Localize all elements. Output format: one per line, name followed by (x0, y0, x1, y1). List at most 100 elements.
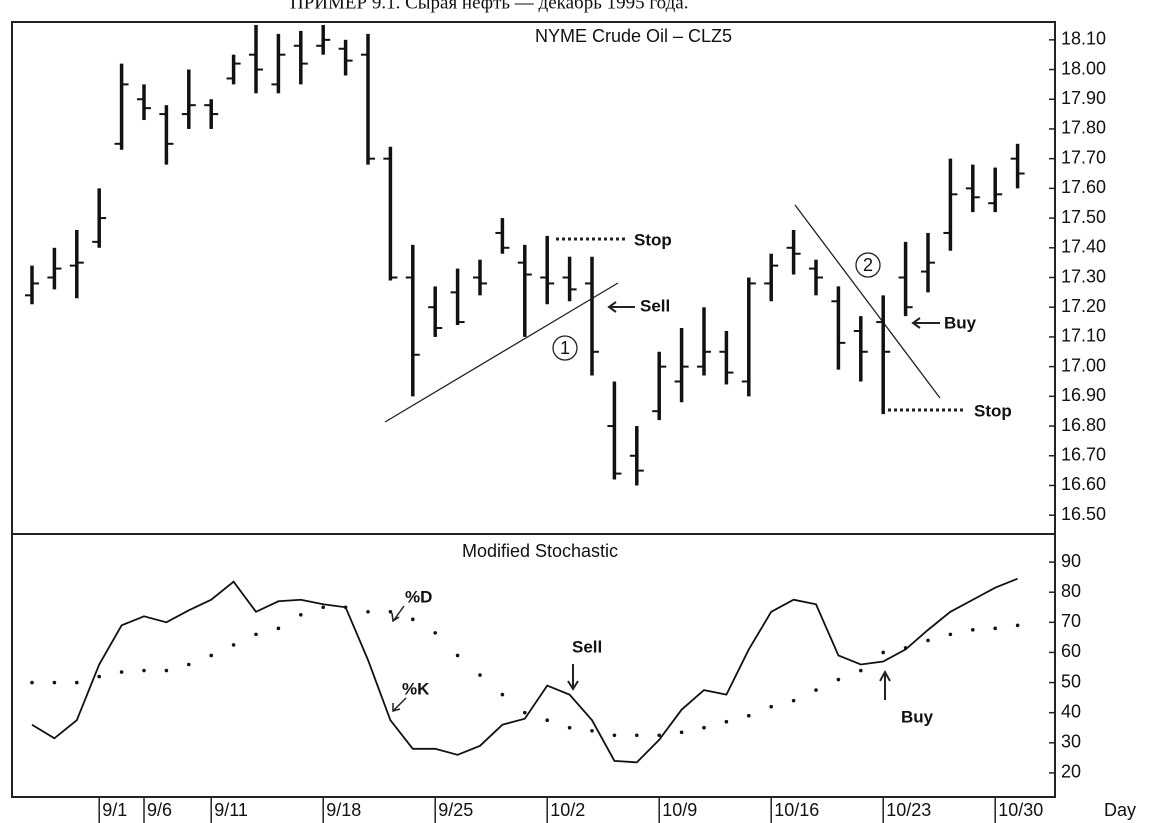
x-axis-label: Day (1104, 800, 1136, 820)
series-dot (836, 677, 841, 682)
chart-title: NYME Crude Oil – CLZ5 (535, 26, 732, 46)
trend-line (384, 282, 619, 423)
x-tick-label: 10/30 (998, 800, 1043, 820)
series-dot (926, 638, 930, 643)
circle-marker (855, 252, 881, 278)
series-dot (276, 626, 281, 631)
series-dot (702, 725, 706, 730)
annotation: Stop (634, 230, 672, 249)
series-dot (254, 632, 258, 637)
series-dot (164, 668, 169, 673)
series-dot (388, 609, 393, 614)
series-dot (567, 725, 572, 730)
series-dot (343, 605, 348, 610)
series-dot (97, 674, 101, 679)
series-dot (635, 733, 639, 738)
x-tick-label: 10/9 (662, 800, 697, 820)
series-dot (500, 692, 505, 697)
caption: ПРИМЕР 9.1. Сырая нефть — декабрь 1995 г… (290, 0, 688, 13)
annotation: Sell (640, 296, 670, 315)
series-dot (366, 609, 370, 614)
y-tick-label: 17.20 (1061, 296, 1106, 316)
series-dot (1015, 623, 1020, 628)
y-tick-label: 70 (1061, 611, 1081, 631)
series-dot (455, 653, 460, 658)
x-tick-label: 10/16 (774, 800, 819, 820)
series-dot (612, 733, 617, 738)
series-dot (545, 718, 549, 723)
y-tick-label: 17.00 (1061, 355, 1106, 375)
y-tick-label: 60 (1061, 641, 1081, 661)
x-tick-label: 9/25 (438, 800, 473, 820)
series-dot (881, 650, 885, 655)
series-dot (859, 668, 863, 673)
y-tick-label: 17.10 (1061, 326, 1106, 346)
series-dot (814, 688, 818, 692)
series-dot (657, 733, 661, 738)
arrow (911, 317, 940, 329)
y-tick-label: 17.60 (1061, 177, 1106, 197)
series-dot (321, 605, 326, 610)
annotation: Buy (944, 313, 977, 332)
series-dot (299, 613, 303, 617)
series-dot (724, 719, 729, 724)
y-tick-label: 90 (1061, 551, 1081, 571)
series-dot (52, 680, 57, 685)
trend-line (794, 204, 941, 399)
y-tick-label: 17.50 (1061, 207, 1106, 227)
y-tick-label: 16.60 (1061, 474, 1106, 494)
arrow (879, 669, 891, 700)
series-dot (948, 632, 953, 637)
y-tick-label: 80 (1061, 581, 1081, 601)
y-tick-label: 16.70 (1061, 445, 1106, 465)
y-tick-label: 17.30 (1061, 266, 1106, 286)
series-dot (433, 631, 438, 635)
x-tick-label: 9/18 (326, 800, 361, 820)
arrow (391, 605, 405, 623)
series-dot (590, 728, 594, 733)
series-dot (411, 617, 415, 622)
y-tick-label: 17.70 (1061, 147, 1106, 167)
arrow (567, 664, 579, 691)
y-tick-label: 20 (1061, 762, 1081, 782)
y-tick-label: 16.90 (1061, 385, 1106, 405)
series-dot (187, 662, 191, 667)
y-tick-label: 18.10 (1061, 29, 1106, 49)
x-tick-label: 10/2 (550, 800, 585, 820)
y-tick-label: 50 (1061, 671, 1081, 691)
series-dot (769, 704, 773, 709)
series-dot (142, 668, 146, 673)
series-dot (903, 646, 908, 650)
series-label: %D (405, 587, 432, 606)
y-tick-label: 40 (1061, 701, 1081, 721)
series-label: %K (402, 679, 430, 698)
x-tick-label: 9/1 (102, 800, 127, 820)
annotation: 1 (560, 338, 570, 358)
series-dot (791, 698, 796, 703)
series-dot (30, 680, 34, 685)
series-dot (679, 730, 684, 735)
y-tick-label: 18.00 (1061, 58, 1106, 78)
series-line (31, 577, 1018, 764)
series-dot (478, 673, 482, 677)
series-dot (523, 710, 527, 715)
series-dot (993, 626, 997, 631)
series-dot (75, 680, 79, 685)
y-tick-label: 17.80 (1061, 118, 1106, 138)
series-dot (971, 628, 975, 632)
series-dot (119, 670, 124, 674)
annotation: Stop (974, 401, 1012, 420)
panel-title: Modified Stochastic (462, 541, 618, 561)
arrow (607, 301, 635, 313)
y-tick-label: 16.50 (1061, 504, 1106, 524)
y-tick-label: 30 (1061, 732, 1081, 752)
annotation: Sell (572, 637, 602, 656)
x-tick-label: 10/23 (886, 800, 931, 820)
annotation: 2 (863, 255, 873, 275)
frame (11, 21, 1056, 798)
x-tick-label: 9/11 (214, 800, 248, 820)
y-tick-label: 17.90 (1061, 88, 1106, 108)
series-dot (231, 643, 236, 647)
circle-marker (552, 335, 578, 361)
